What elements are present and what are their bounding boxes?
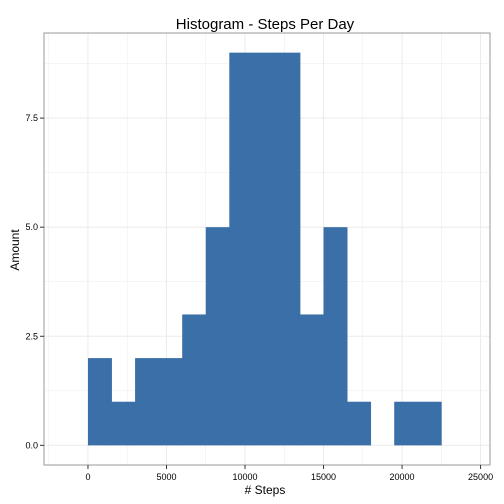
histogram-bar <box>347 401 372 446</box>
histogram-bar <box>111 401 136 446</box>
x-tick-label: 15000 <box>311 472 336 482</box>
histogram-bar <box>276 52 301 446</box>
x-tick-label: 0 <box>85 472 90 482</box>
panel-border <box>43 32 491 466</box>
y-tick-label: 5.0 <box>25 222 38 232</box>
histogram-bar <box>229 52 254 446</box>
histogram-bar <box>394 401 419 446</box>
y-tick-label: 7.5 <box>25 113 38 123</box>
histogram-bar <box>205 227 230 446</box>
x-tick-label: 25000 <box>468 472 493 482</box>
histogram-bar <box>252 52 277 446</box>
histogram-bar <box>182 314 207 446</box>
bars <box>87 52 442 446</box>
x-tick-label: 5000 <box>156 472 176 482</box>
y-tick-label: 0.0 <box>25 440 38 450</box>
histogram-bar <box>135 358 160 446</box>
x-tick-label: 10000 <box>232 472 257 482</box>
chart-title: Histogram - Steps Per Day <box>176 16 355 33</box>
histogram-bar <box>87 358 112 446</box>
histogram-bar <box>158 358 183 446</box>
y-ticks: 0.0 2.5 5.0 7.5 <box>25 113 44 450</box>
histogram-bar <box>323 227 348 446</box>
histogram-bar <box>417 401 442 446</box>
x-ticks: 0 5000 10000 15000 20000 25000 <box>85 465 493 482</box>
histogram-bar <box>299 314 324 446</box>
y-tick-label: 2.5 <box>25 331 38 341</box>
x-axis-label: # Steps <box>245 483 286 497</box>
y-axis-label: Amount <box>8 229 22 271</box>
x-tick-label: 20000 <box>390 472 415 482</box>
